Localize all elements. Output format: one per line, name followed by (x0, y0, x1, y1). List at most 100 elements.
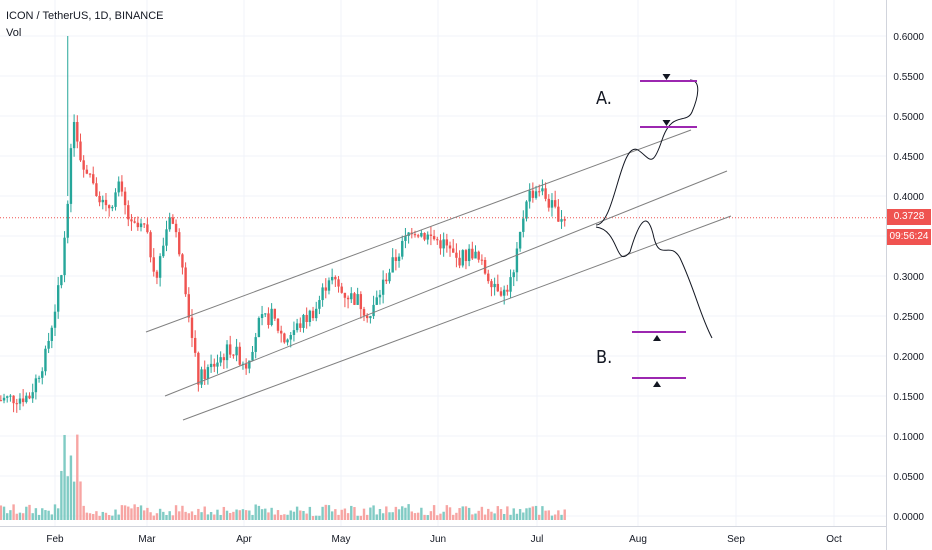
candle-body (193, 337, 197, 353)
candle-body (350, 293, 353, 300)
candle-body (229, 344, 232, 355)
volume-bar (193, 514, 197, 520)
candle-body (133, 221, 136, 223)
candle-body (448, 245, 452, 249)
arrow-down-icon (662, 74, 671, 80)
volume-bar (353, 507, 356, 520)
volume-bar (522, 512, 525, 520)
volume-bar (209, 511, 213, 520)
volume-bar (388, 512, 391, 520)
candle-body (232, 354, 235, 356)
candle-body (544, 188, 547, 199)
volume-bar (28, 504, 31, 520)
volume-bar (404, 507, 407, 520)
annotation-a: A. (596, 88, 612, 109)
candle-body (257, 318, 261, 338)
candle-body (299, 323, 302, 328)
volume-bar (458, 508, 461, 520)
volume-bar (251, 514, 254, 520)
candle-body (79, 141, 82, 161)
candle-body (235, 346, 238, 356)
y-tick-label: 0.4000 (893, 192, 924, 203)
volume-bar (337, 514, 340, 520)
volume-bar (538, 514, 541, 520)
volume-bar (267, 512, 270, 520)
volume-bar (2, 506, 6, 520)
candle-body (474, 251, 477, 259)
candle-body (63, 237, 66, 276)
candle-body (270, 308, 273, 325)
channel-lines (0, 129, 886, 421)
candle-body (47, 340, 50, 349)
volume-bar (142, 510, 146, 520)
volume-bar (187, 513, 190, 520)
volume-bar (385, 506, 388, 520)
volume-bar (413, 513, 417, 520)
volume-bar (6, 513, 9, 520)
volume-bar (369, 507, 372, 520)
candle-body (515, 248, 519, 273)
volume-bar (63, 434, 66, 520)
candle-body (359, 294, 363, 310)
volume-bar (553, 514, 557, 520)
volume-bar (311, 515, 315, 520)
volume-bar (114, 509, 117, 520)
volume-bar (9, 510, 12, 520)
candle-body (203, 369, 206, 380)
candle-body (324, 287, 327, 291)
volume-bar (334, 509, 337, 520)
volume-bar (365, 514, 369, 520)
volume-bar (21, 513, 25, 520)
symbol-title: ICON / TetherUS, 1D, BINANCE (6, 10, 164, 22)
candle-body (436, 239, 439, 241)
candle-body (181, 254, 184, 268)
volume-bar (213, 514, 216, 520)
candle-body (289, 334, 292, 340)
candle-body (279, 330, 283, 334)
volume-bar (547, 510, 550, 520)
volume-bar (445, 505, 449, 520)
volume-bar (235, 509, 238, 520)
candle-body (378, 294, 382, 298)
candles (0, 36, 566, 413)
volume-bar (79, 481, 82, 520)
candle-body (401, 240, 404, 257)
volume-bar (197, 508, 200, 520)
volume-bar (216, 509, 219, 520)
candle-body (318, 300, 321, 309)
volume-bar (162, 511, 165, 520)
y-tick-label: 0.0000 (893, 512, 924, 523)
candle-body (248, 360, 251, 369)
volume-bar (72, 481, 76, 520)
volume-bar (50, 514, 54, 520)
candle-body (429, 234, 433, 236)
volume-bar (41, 508, 44, 520)
candle-body (295, 323, 299, 331)
candle-body (142, 223, 146, 225)
volume-bar (181, 505, 184, 520)
arrow-up-icon (653, 381, 661, 387)
volume-bar (92, 514, 95, 520)
volume-bar (158, 508, 162, 520)
candle-body (69, 148, 73, 204)
volume-bar (98, 515, 101, 520)
volume-bar (174, 505, 178, 520)
volume-bar (139, 505, 143, 520)
x-tick-label: Apr (236, 534, 252, 545)
candle-body (308, 310, 312, 323)
channel-middle-line (164, 170, 728, 397)
candle-body (18, 398, 22, 404)
volume-bar (289, 510, 292, 520)
candle-body (292, 330, 296, 335)
volume-bar (273, 514, 277, 520)
volume-bar (378, 509, 382, 520)
y-tick-label: 0.1500 (893, 392, 924, 403)
volume-bar (480, 506, 484, 520)
volume-bar (318, 515, 321, 520)
candle-body (139, 223, 143, 228)
candle-body (560, 219, 563, 222)
candle-body (305, 314, 308, 323)
candle-body (321, 287, 324, 301)
candle-body (101, 199, 104, 203)
candle-body (477, 251, 480, 260)
